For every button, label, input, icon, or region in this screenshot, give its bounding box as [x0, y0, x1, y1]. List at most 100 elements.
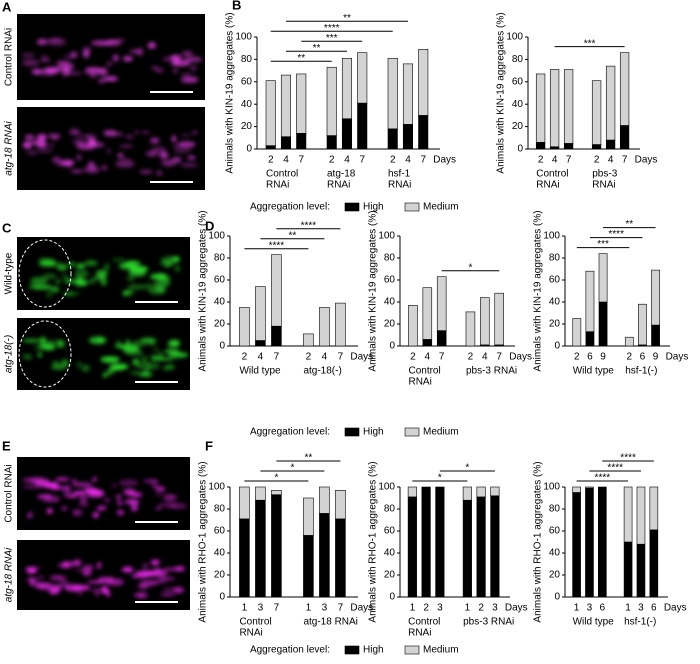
y-axis-label: Animals with RHO-1 aggregates (%) — [368, 461, 379, 622]
x-tick-label: 2 — [594, 155, 600, 166]
signal-spot — [43, 485, 56, 489]
signal-spot — [64, 279, 78, 284]
y-tick-label: 20 — [241, 121, 253, 132]
bar-segment — [387, 57, 398, 130]
bar-segment — [585, 486, 594, 489]
group-label: atg-18(-) — [303, 366, 341, 377]
signal-spot — [21, 52, 35, 58]
signal-spot — [164, 348, 180, 355]
group-label: hsf-1 — [388, 169, 411, 180]
bar-segment — [490, 495, 500, 598]
bar-segment — [255, 286, 266, 341]
signal-spot — [160, 592, 176, 597]
y-axis-label: Animals with KIN-19 aggregates (%) — [225, 12, 236, 173]
signal-spot — [62, 485, 72, 493]
bar-segment — [598, 253, 608, 303]
bar-segment — [624, 336, 634, 347]
x-axis-label: Days — [505, 603, 528, 614]
x-tick-label: 4 — [552, 155, 558, 166]
y-axis-label: Animals with KIN-19 aggregates (%) — [198, 210, 209, 371]
signal-spot — [164, 364, 176, 370]
signal-spot — [180, 76, 199, 83]
signal-spot — [177, 141, 196, 148]
signal-spot — [111, 484, 117, 488]
x-tick-label: 2 — [538, 155, 544, 166]
signal-spot — [123, 489, 136, 495]
signal-spot — [79, 495, 89, 501]
group-label: Control — [408, 617, 440, 628]
significance-label: **** — [324, 23, 340, 34]
signal-spot — [62, 275, 68, 278]
x-axis-label: Days — [509, 352, 532, 363]
bar-segment — [591, 80, 602, 145]
signal-spot — [100, 278, 107, 286]
significance-label: *** — [326, 33, 338, 44]
x-axis-label: Days — [350, 352, 373, 363]
signal-spot — [180, 134, 191, 137]
bar-segment — [341, 57, 353, 120]
signal-spot — [56, 263, 68, 271]
signal-spot — [136, 47, 144, 56]
bar-segment — [303, 535, 314, 598]
bar-segment — [605, 65, 616, 141]
signal-spot — [151, 66, 158, 70]
signal-spot — [56, 61, 66, 64]
y-axis-label: Animals with RHO-1 aggregates (%) — [198, 461, 209, 622]
signal-spot — [56, 339, 65, 348]
bar-segment — [649, 529, 659, 598]
signal-spot — [106, 369, 115, 374]
bar-segment — [585, 270, 595, 333]
bar-segment — [239, 486, 250, 520]
group-label: Control — [408, 366, 440, 377]
bar-segment — [271, 325, 282, 347]
signal-spot — [82, 49, 90, 58]
signal-spot — [91, 277, 107, 280]
signal-spot — [71, 479, 77, 484]
legend-label: High — [363, 645, 384, 656]
signal-spot — [81, 364, 90, 372]
row-label: Control RNAi — [4, 28, 15, 86]
bar-segment — [421, 486, 431, 598]
signal-spot — [124, 260, 141, 266]
bar-segment — [255, 340, 266, 347]
signal-spot — [134, 491, 143, 496]
signal-spot — [51, 364, 66, 370]
signal-spot — [74, 270, 89, 278]
signal-spot — [60, 159, 75, 165]
signal-spot — [55, 477, 70, 481]
bar-segment — [357, 102, 368, 150]
y-axis-label: Animals with KIN-19 aggregates (%) — [496, 12, 507, 173]
bar-segment — [535, 141, 546, 150]
signal-spot — [37, 351, 43, 358]
signal-spot — [122, 346, 140, 353]
y-tick-label: 80 — [241, 54, 253, 65]
signal-spot — [93, 490, 105, 494]
bar-segment — [651, 324, 660, 347]
y-tick-label: 40 — [384, 548, 396, 559]
signal-spot — [146, 363, 152, 369]
group-label: RNAi — [327, 180, 350, 191]
bar-segment — [572, 492, 581, 598]
x-tick-label: 1 — [410, 603, 416, 614]
signal-spot — [87, 489, 105, 498]
legend-swatch — [344, 645, 360, 655]
signal-spot — [169, 256, 181, 262]
signal-spot — [103, 76, 119, 82]
signal-spot — [42, 260, 61, 267]
signal-spot — [84, 260, 98, 267]
signal-spot — [136, 592, 149, 599]
significance-label: ** — [313, 43, 321, 54]
y-axis-label: Animals with KIN-19 aggregates (%) — [533, 210, 544, 371]
significance-label: **** — [608, 229, 624, 240]
signal-spot — [89, 588, 106, 591]
y-tick-label: 60 — [549, 275, 561, 286]
bar-segment — [636, 486, 646, 545]
bar-segment — [303, 497, 314, 536]
bar-segment — [271, 254, 282, 327]
signal-spot — [147, 342, 157, 345]
bar-segment — [638, 303, 647, 346]
signal-spot — [37, 494, 52, 500]
signal-spot — [116, 500, 123, 506]
signal-spot — [53, 584, 62, 593]
signal-spot — [137, 355, 151, 358]
